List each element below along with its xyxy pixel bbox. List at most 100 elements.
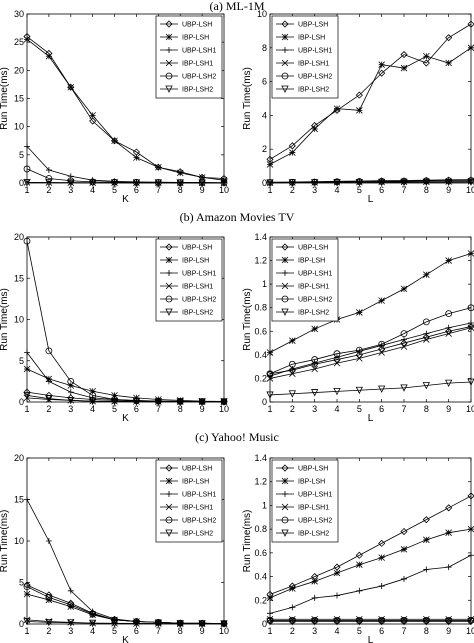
data-point bbox=[378, 583, 385, 590]
data-point bbox=[311, 365, 318, 373]
data-point bbox=[89, 178, 97, 186]
x-tick-label: 8 bbox=[178, 626, 183, 636]
chart-3: 1 2 3 4 5 6 7 8 9 10 0 5 10 15 20 K Run Time(ms) UBP-LSH I… bbox=[0, 232, 229, 424]
series-line bbox=[269, 253, 472, 353]
data-point bbox=[422, 516, 430, 524]
data-point bbox=[154, 620, 162, 628]
x-axis-label: K bbox=[122, 635, 129, 643]
data-point bbox=[23, 590, 31, 598]
x-tick-label: 10 bbox=[219, 185, 229, 195]
legend-entry: UBP-LSH2 bbox=[298, 518, 332, 525]
data-point bbox=[198, 398, 206, 406]
data-point bbox=[289, 337, 296, 344]
data-point bbox=[378, 554, 385, 561]
x-tick-label: 1 bbox=[24, 404, 29, 414]
data-point bbox=[289, 585, 296, 592]
data-point bbox=[67, 83, 75, 91]
series-ibp-lsh2 bbox=[266, 618, 474, 626]
data-point bbox=[267, 610, 273, 617]
y-tick-label: 0 bbox=[19, 178, 24, 188]
data-point bbox=[288, 179, 296, 187]
chart-4: 1 2 3 4 5 6 7 8 9 10 0 0.2 0.4 0.6 0.8 1 1.2 1.4 L Run Time… bbox=[242, 232, 474, 424]
legend-entry: IBP-LSH bbox=[182, 35, 209, 42]
data-point bbox=[445, 330, 452, 337]
data-point bbox=[133, 618, 140, 625]
x-tick-label: 2 bbox=[46, 404, 51, 414]
x-tick-label: 4 bbox=[334, 626, 339, 636]
data-point bbox=[445, 59, 452, 67]
data-point bbox=[400, 384, 408, 392]
legend-marker bbox=[281, 243, 289, 251]
y-tick-label: 10 bbox=[14, 315, 24, 325]
data-point bbox=[467, 324, 474, 332]
legend-marker bbox=[165, 243, 173, 251]
data-point bbox=[155, 163, 162, 171]
legend-entry: IBP-LSH bbox=[298, 258, 325, 265]
legend-entry: IBP-LSH bbox=[182, 479, 209, 486]
legend: UBP-LSH IBP-LSH UBP-LSH1 IBP-LSH1 UBP-LSH2 IB… bbox=[155, 238, 223, 322]
data-point bbox=[67, 587, 74, 594]
x-tick-label: 5 bbox=[112, 626, 117, 636]
series-line bbox=[269, 307, 472, 375]
x-tick-label: 7 bbox=[401, 404, 406, 414]
legend-marker bbox=[166, 491, 172, 497]
series-line bbox=[269, 47, 472, 165]
data-point bbox=[400, 50, 408, 59]
legend-entry: IBP-LSH2 bbox=[298, 87, 329, 94]
legend-entry: UBP-LSH bbox=[182, 245, 212, 252]
legend-entry: IBP-LSH bbox=[298, 35, 325, 42]
x-tick-label: 4 bbox=[90, 185, 95, 195]
data-point bbox=[23, 391, 31, 400]
y-tick-label: 20 bbox=[14, 232, 24, 242]
legend-marker bbox=[281, 20, 289, 28]
x-tick-label: 8 bbox=[424, 404, 429, 414]
data-point bbox=[400, 546, 408, 553]
data-point bbox=[89, 117, 97, 125]
caption-c: (c) Yahoo! Music bbox=[195, 430, 279, 444]
series-ibp-lsh2 bbox=[266, 178, 474, 187]
legend-marker bbox=[281, 308, 289, 316]
y-tick-label: 4 bbox=[262, 110, 267, 120]
legend: UBP-LSH IBP-LSH UBP-LSH1 IBP-LSH1 UBP-LSH2 IB… bbox=[155, 459, 223, 543]
legend: UBP-LSH IBP-LSH UBP-LSH1 IBP-LSH1 UBP-LSH2 IB… bbox=[271, 459, 339, 543]
legend-entry: UBP-LSH1 bbox=[298, 271, 332, 278]
legend-marker bbox=[281, 59, 289, 67]
data-point bbox=[111, 396, 118, 403]
x-axis-label: K bbox=[122, 194, 129, 205]
legend-entry: IBP-LSH1 bbox=[298, 505, 329, 512]
x-tick-label: 6 bbox=[134, 185, 139, 195]
x-tick-label: 8 bbox=[424, 185, 429, 195]
data-point bbox=[401, 336, 407, 343]
y-tick-label: 0 bbox=[19, 397, 24, 407]
x-tick-label: 8 bbox=[178, 185, 183, 195]
legend-entry: IBP-LSH2 bbox=[182, 531, 213, 538]
legend-entry: UBP-LSH2 bbox=[182, 74, 216, 81]
data-point bbox=[356, 561, 363, 568]
y-axis-label: Run Time(ms) bbox=[242, 67, 253, 130]
x-tick-label: 6 bbox=[379, 185, 384, 195]
legend-entry: IBP-LSH2 bbox=[298, 531, 329, 538]
y-axis-label: Run Time(ms) bbox=[242, 288, 253, 351]
series-line bbox=[26, 593, 225, 624]
legend-marker bbox=[165, 72, 173, 80]
data-point bbox=[67, 377, 75, 385]
data-point bbox=[445, 257, 452, 264]
y-tick-label: 0.2 bbox=[254, 595, 267, 605]
y-tick-label: 10 bbox=[257, 9, 267, 19]
y-tick-label: 0.6 bbox=[254, 326, 267, 336]
chart-5: 1 2 3 4 5 6 7 8 9 10 0 5 10 15 20 K Run Time(ms) UBP-LSH I… bbox=[0, 453, 229, 643]
x-tick-label: 10 bbox=[466, 626, 474, 636]
legend-marker bbox=[282, 47, 288, 53]
legend-entry: UBP-LSH2 bbox=[298, 297, 332, 304]
data-point bbox=[45, 618, 53, 627]
data-point bbox=[288, 142, 296, 150]
data-point bbox=[45, 175, 53, 182]
x-tick-label: 1 bbox=[267, 626, 272, 636]
data-point bbox=[355, 91, 363, 99]
data-point bbox=[355, 178, 363, 185]
data-point bbox=[23, 36, 31, 43]
x-tick-label: 3 bbox=[312, 404, 317, 414]
data-point bbox=[378, 617, 386, 624]
y-tick-label: 0 bbox=[262, 178, 267, 188]
series-ubp-lsh bbox=[266, 20, 474, 163]
